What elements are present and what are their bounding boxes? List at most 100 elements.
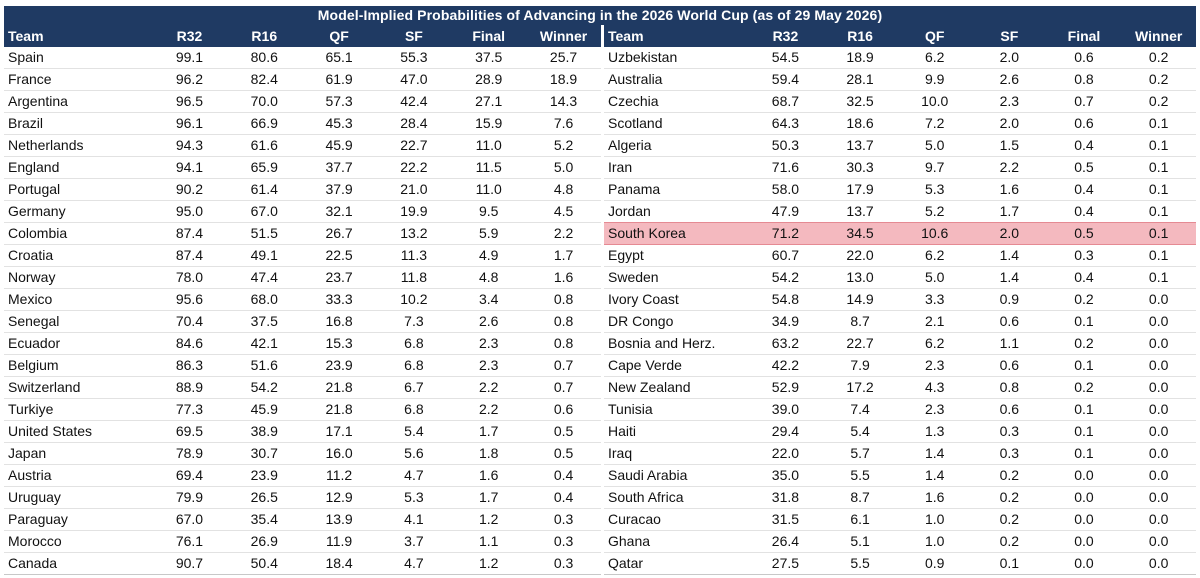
team-name-cell: Ghana	[608, 533, 651, 550]
column-header-final[interactable]: Final	[1067, 28, 1101, 44]
probability-cell-sf: 2.0	[999, 49, 1020, 66]
probability-cell-r16: 45.9	[250, 401, 278, 418]
probability-cell-final: 0.3	[1074, 247, 1094, 264]
table-row: Sweden 54.2 13.0 5.0 1.4 0.4 0.1	[604, 267, 1196, 289]
probability-cell-qf: 11.2	[325, 467, 353, 484]
probability-cell-final: 0.4	[1074, 203, 1094, 220]
probability-cell-final: 4.8	[478, 269, 499, 286]
column-header-r16[interactable]: R16	[251, 28, 278, 44]
probability-cell-sf: 11.8	[400, 269, 427, 286]
table-row: Cape Verde 42.2 7.9 2.3 0.6 0.1 0.0	[604, 355, 1196, 377]
probability-cell-winner: 14.3	[549, 93, 578, 110]
probability-cell-r16: 22.0	[846, 247, 874, 264]
probability-cell-qf: 1.4	[924, 445, 945, 462]
probability-cell-r16: 8.7	[850, 313, 870, 330]
team-name-cell: Iran	[608, 159, 633, 176]
probability-cell-sf: 7.3	[404, 313, 424, 330]
probability-cell-qf: 22.5	[325, 247, 353, 264]
probability-cell-r32: 68.7	[771, 93, 800, 110]
column-header-qf[interactable]: QF	[329, 28, 349, 44]
probability-cell-r16: 13.7	[846, 203, 874, 220]
probability-cell-r16: 13.0	[846, 269, 874, 286]
probability-cell-r32: 31.5	[771, 511, 800, 528]
probability-cell-r16: 5.5	[850, 555, 870, 572]
column-header-r32[interactable]: R32	[176, 28, 203, 44]
table-row: Senegal 70.4 37.5 16.8 7.3 2.6 0.8	[4, 311, 601, 333]
table-row: Saudi Arabia 35.0 5.5 1.4 0.2 0.0 0.0	[604, 465, 1196, 487]
probability-cell-sf: 4.7	[404, 467, 424, 484]
probability-cell-sf: 1.5	[999, 137, 1020, 154]
table-row: United States 69.5 38.9 17.1 5.4 1.7 0.5	[4, 421, 601, 443]
probability-cell-qf: 33.3	[325, 291, 353, 308]
probability-cell-winner: 0.1	[1121, 222, 1196, 246]
probability-cell-final: 5.9	[478, 225, 499, 242]
probability-cell-winner: 0.0	[1148, 533, 1169, 550]
table-row: Uruguay 79.9 26.5 12.9 5.3 1.7 0.4	[4, 487, 601, 509]
column-header-team[interactable]: Team	[8, 28, 44, 44]
probability-cell-sf: 6.7	[404, 379, 424, 396]
probability-cell-r16: 70.0	[250, 93, 278, 110]
probability-cell-r32: 64.3	[771, 115, 800, 132]
team-name-cell: Saudi Arabia	[608, 467, 688, 484]
team-name-cell: Qatar	[608, 555, 644, 572]
probability-cell-winner: 5.0	[553, 159, 574, 176]
probability-cell-winner: 7.6	[553, 115, 574, 132]
probability-cell-sf: 4.1	[404, 511, 424, 528]
table-row: Japan 78.9 30.7 16.0 5.6 1.8 0.5	[4, 443, 601, 465]
probability-cell-qf: 17.1	[325, 423, 353, 440]
team-name-cell: Ecuador	[8, 335, 61, 352]
probability-cell-r16: 18.9	[846, 49, 874, 66]
table-row: Belgium 86.3 51.6 23.9 6.8 2.3 0.7	[4, 355, 601, 377]
team-name-cell: Jordan	[608, 203, 651, 220]
probability-cell-r16: 32.5	[846, 93, 874, 110]
table-row-highlighted: South Korea 71.2 34.5 10.6 2.0 0.5 0.1	[604, 222, 1196, 246]
probability-cell-sf: 10.2	[400, 291, 428, 308]
probability-cell-sf: 28.4	[400, 115, 428, 132]
team-name-cell: South Africa	[608, 489, 684, 506]
probability-cell-qf: 10.0	[921, 93, 949, 110]
probability-cell-r32: 26.4	[771, 533, 800, 550]
column-header-winner[interactable]: Winner	[539, 28, 588, 44]
column-header-winner[interactable]: Winner	[1134, 28, 1183, 44]
probability-cell-r32: 78.0	[175, 269, 204, 286]
probability-cell-r16: 22.7	[846, 335, 874, 352]
probability-cell-qf: 5.0	[924, 137, 945, 154]
probability-cell-winner: 0.0	[1148, 555, 1169, 572]
probability-cell-r16: 5.4	[850, 423, 870, 440]
team-name-cell: Australia	[608, 71, 663, 88]
probability-cell-winner: 0.0	[1148, 445, 1169, 462]
probability-cell-winner: 0.0	[1148, 335, 1169, 352]
table-row: Jordan 47.9 13.7 5.2 1.7 0.4 0.1	[604, 201, 1196, 223]
probability-cell-winner: 0.0	[1148, 467, 1169, 484]
column-header-final[interactable]: Final	[472, 28, 506, 44]
column-header-r32[interactable]: R32	[772, 28, 799, 44]
team-name-cell: Scotland	[608, 115, 663, 132]
probability-cell-sf: 1.4	[999, 247, 1020, 264]
probability-cell-qf: 6.2	[924, 247, 945, 264]
table-row: Croatia 87.4 49.1 22.5 11.3 4.9 1.7	[4, 245, 601, 267]
team-name-cell: Switzerland	[8, 379, 81, 396]
probability-cell-r16: 7.4	[850, 401, 870, 418]
probability-cell-winner: 1.7	[553, 247, 574, 264]
probability-cell-r16: 50.4	[250, 555, 278, 572]
column-header-r16[interactable]: R16	[847, 28, 873, 44]
column-header-team[interactable]: Team	[608, 28, 644, 44]
probability-cell-sf: 3.7	[404, 533, 424, 550]
probability-cell-qf: 9.7	[924, 159, 945, 176]
team-name-cell: Colombia	[8, 225, 68, 242]
probability-cell-r16: 67.0	[250, 203, 278, 220]
probability-cell-r32: 60.7	[771, 247, 800, 264]
probability-cell-r32: 99.1	[175, 49, 204, 66]
column-header-sf[interactable]: SF	[404, 28, 423, 44]
probability-cell-r32: 94.1	[175, 159, 204, 176]
probability-cell-winner: 0.8	[553, 335, 574, 352]
probability-cell-qf: 4.3	[924, 379, 945, 396]
probability-cell-r32: 88.9	[175, 379, 204, 396]
column-header-qf[interactable]: QF	[924, 28, 945, 44]
column-header-sf[interactable]: SF	[1000, 28, 1019, 44]
probability-cell-sf: 2.0	[999, 115, 1020, 132]
probability-cell-winner: 0.5	[553, 423, 574, 440]
team-name-cell: Ivory Coast	[608, 291, 679, 308]
table-row: Paraguay 67.0 35.4 13.9 4.1 1.2 0.3	[4, 509, 601, 531]
probability-cell-final: 4.9	[478, 247, 499, 264]
